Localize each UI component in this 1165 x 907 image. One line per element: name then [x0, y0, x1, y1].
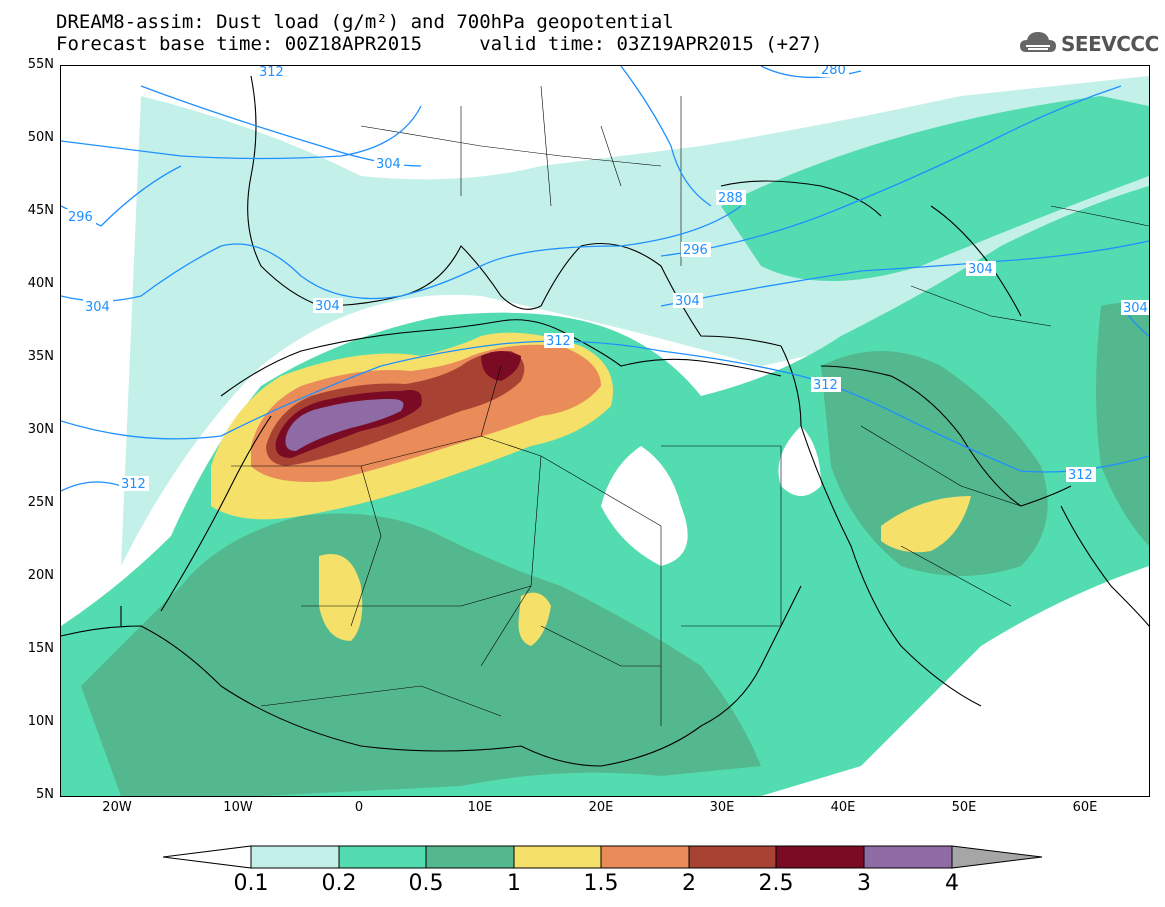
- colorbar-swatch: [250, 845, 340, 869]
- lon-label: 20W: [102, 800, 132, 815]
- logo-text: SEEVCCC: [1061, 32, 1159, 56]
- dust-area-purple: [285, 399, 404, 451]
- colorbar-label: 4: [945, 871, 959, 896]
- dust-area-dark-green-sahel: [81, 513, 761, 796]
- dust-field: [61, 76, 1149, 796]
- contour-label: 304: [675, 294, 700, 309]
- colorbar-label: 1.5: [583, 871, 619, 896]
- contour-label: 296: [683, 243, 708, 258]
- contour-label: 296: [68, 210, 93, 225]
- dust-area-dark-green-arabia: [821, 351, 1048, 576]
- lon-label: 40E: [830, 800, 856, 815]
- map-title: DREAM8-assim: Dust load (g/m²) and 700hP…: [56, 11, 674, 33]
- lon-label: 10E: [467, 800, 493, 815]
- contour-label: 304: [1123, 301, 1148, 316]
- contour-label: 288: [718, 191, 743, 206]
- lon-label: 20E: [588, 800, 614, 815]
- forecast-time-line: Forecast base time: 00Z18APR2015 valid t…: [56, 33, 823, 55]
- lat-label: 20N: [27, 568, 54, 583]
- colorbar-swatch: [688, 845, 777, 869]
- lon-label: 60E: [1072, 800, 1098, 815]
- dust-area-yellow-arabia: [881, 496, 971, 553]
- dust-area-yellow-chad: [518, 592, 551, 646]
- dust-hole-libya: [601, 446, 688, 566]
- dust-area-dark-green-iran: [1096, 302, 1149, 546]
- lat-label: 15N: [27, 641, 54, 656]
- lat-label: 10N: [27, 714, 54, 729]
- contour-label: 280: [821, 66, 846, 78]
- colorbar-label: 0.2: [321, 871, 357, 896]
- colorbar-label: 0.1: [233, 871, 269, 896]
- colorbar-swatch: [600, 845, 690, 869]
- colorbar-swatch: [863, 845, 953, 869]
- contour-label: 312: [813, 378, 838, 393]
- colorbar-swatch: [425, 845, 515, 869]
- colorbar-swatch: [775, 845, 865, 869]
- colorbar-swatch: [338, 845, 427, 869]
- contour-label: 312: [259, 66, 284, 80]
- seevccc-logo: SEEVCCC: [1018, 26, 1159, 60]
- lat-label: 40N: [27, 276, 54, 291]
- lon-label: 10W: [223, 800, 253, 815]
- contour-label: 304: [85, 300, 110, 315]
- map-canvas: 312 280 304 296 288 296 304 304 304 304 …: [61, 66, 1149, 796]
- contour-label: 304: [376, 157, 401, 172]
- contour-labels: 312 280 304 296 288 296 304 304 304 304 …: [66, 66, 1149, 492]
- contour-label: 312: [1068, 468, 1093, 483]
- colorbar-svg: [162, 845, 1043, 869]
- lat-label: 5N: [36, 787, 54, 802]
- lon-label: 50E: [951, 800, 977, 815]
- contour-label: 304: [315, 299, 340, 314]
- dust-hole-red-sea: [778, 426, 821, 496]
- lat-label: 30N: [27, 422, 54, 437]
- lat-label: 35N: [27, 349, 54, 364]
- contour-label: 312: [546, 334, 571, 349]
- colorbar-label: 0.5: [408, 871, 444, 896]
- contour-label: 304: [968, 262, 993, 277]
- country-borders: [231, 85, 1149, 726]
- colorbar-label: 3: [857, 871, 871, 896]
- colorbar-label: 1: [507, 871, 521, 896]
- dust-load-map: 312 280 304 296 288 296 304 304 304 304 …: [60, 65, 1150, 797]
- lat-label: 25N: [27, 495, 54, 510]
- colorbar-label: 2: [682, 871, 696, 896]
- lat-label: 50N: [27, 130, 54, 145]
- lon-label: 30E: [709, 800, 735, 815]
- dust-area-yellow-mali: [319, 554, 363, 641]
- geopotential-contours: [61, 66, 1149, 492]
- lon-label: 0: [354, 800, 364, 815]
- lat-label: 45N: [27, 203, 54, 218]
- colorbar-swatch: [513, 845, 602, 869]
- colorbar: [162, 845, 1043, 869]
- colorbar-label: 2.5: [758, 871, 794, 896]
- coastlines: [61, 75, 1149, 767]
- contour-label: 312: [121, 477, 146, 492]
- cloud-icon: [1020, 32, 1056, 52]
- dust-area-green-ne: [721, 96, 1149, 281]
- lat-label: 55N: [27, 57, 54, 72]
